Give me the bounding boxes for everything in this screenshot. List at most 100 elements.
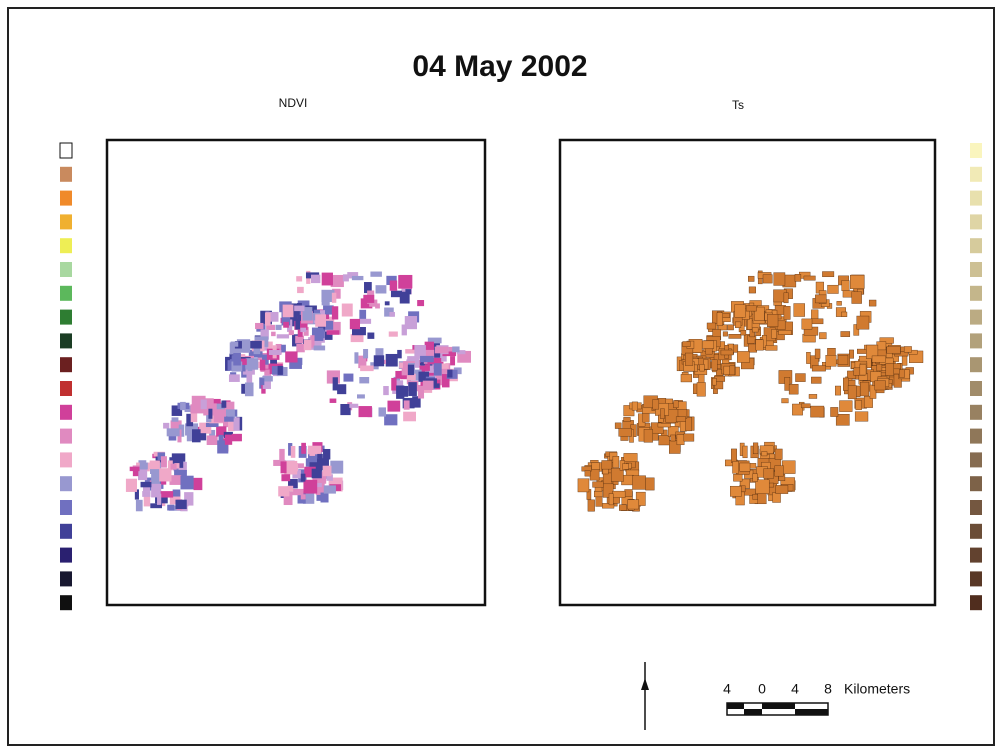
map-patch [735,321,742,328]
map-patch [358,355,367,369]
map-patch [835,414,850,426]
map-patch [403,411,416,422]
map-patch [317,483,322,488]
map-patch [685,417,692,432]
map-patch [246,371,253,385]
map-patch [584,470,591,477]
map-patch [742,445,748,459]
map-patch [172,489,181,497]
map-patch [266,324,276,331]
map-patch [359,309,367,321]
legend-swatch [970,166,982,182]
map-patch [317,458,329,471]
map-patch [213,409,226,423]
map-patch [288,330,294,336]
map-patch [766,314,779,327]
legend-swatch [60,166,72,182]
map-patch [231,433,242,442]
map-patch [184,492,194,506]
map-patch [437,372,446,380]
map-patch [732,461,739,474]
map-patch [140,481,152,488]
map-patch [384,307,394,317]
map-patch [264,312,271,326]
map-patch [309,451,316,456]
map-patch [399,362,405,369]
map-patch [180,401,186,411]
map-patch [763,468,775,479]
map-patch [643,429,653,443]
map-patch [386,355,396,365]
map-patch [221,400,227,408]
map-patch [602,472,613,485]
legend-swatch [60,262,72,277]
legend-swatch [60,190,72,206]
legend-swatch [970,381,982,396]
map-patch [167,504,175,511]
map-patch [358,406,372,418]
map-patch [847,385,857,400]
scale-label: 0 [758,681,766,697]
map-patch [321,289,335,303]
map-patch [729,365,736,376]
map-patch [414,345,426,359]
map-patch [418,371,430,382]
map-patch [323,305,334,315]
map-patch [407,364,415,376]
map-patch [364,282,372,294]
map-patch [810,405,825,418]
map-patch [417,384,425,399]
map-patch [389,280,398,291]
map-patch [399,291,410,304]
map-patch [675,416,686,422]
map-patch [218,434,224,442]
map-patch [168,505,181,511]
scale-segment [727,703,744,709]
north-arrow-head [641,678,649,690]
map-patch [753,442,759,455]
map-patch [734,304,746,318]
map-patch [322,465,332,477]
map-patch [737,351,750,363]
map-patch [608,493,614,506]
map-patch [330,274,344,288]
map-patch [169,491,181,505]
map-patch [313,345,326,351]
map-patch [733,474,743,482]
map-patch [384,301,390,306]
map-patch [806,352,811,364]
map-patch [841,311,848,317]
legend-swatch [970,595,982,611]
map-patch [771,329,777,339]
map-patch [879,337,894,344]
map-patch [193,477,203,491]
map-patch [290,445,296,458]
map-patch [341,303,353,317]
map-patch [281,311,291,326]
map-patch [794,274,802,282]
map-patch [301,442,306,454]
map-patch [422,380,434,391]
map-patch [731,448,737,463]
map-patch [258,346,271,351]
map-patch [903,346,912,353]
map-patch [223,409,235,419]
map-patch [319,329,325,339]
map-patch [296,343,305,353]
map-patch [206,435,218,446]
map-patch [170,463,177,470]
map-patch [874,380,886,391]
map-patch [331,306,339,320]
legend-swatch [970,404,982,420]
map-patch [328,321,341,335]
map-patch [850,274,865,289]
map-patch [311,327,324,341]
legend-swatch [60,500,72,515]
legend-swatch [970,452,982,468]
map-patch [619,504,627,511]
map-patch [406,378,411,385]
map-patch [901,355,908,366]
map-patch [601,460,613,470]
map-patch [255,322,264,330]
map-patch [167,460,173,471]
